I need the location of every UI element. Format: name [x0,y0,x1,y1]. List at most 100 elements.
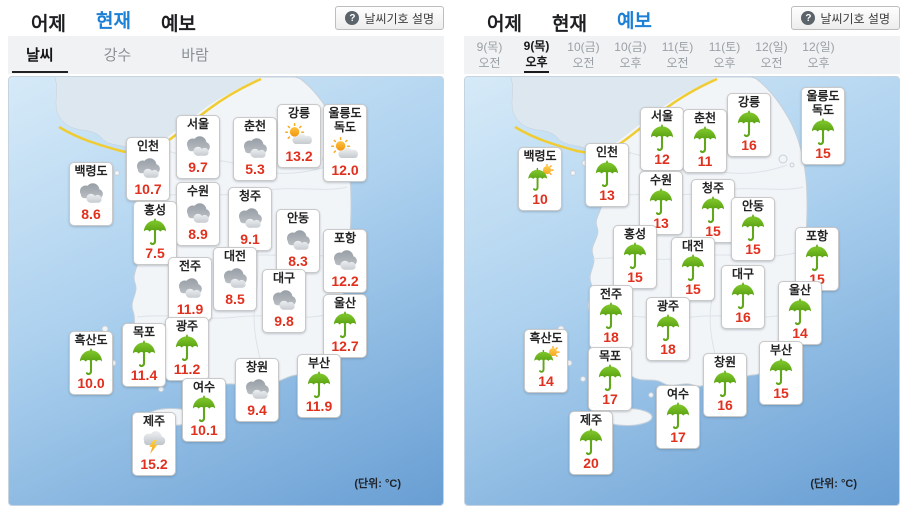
current-weather-panel: 어제 현재 예보 ? 날씨기호 설명 날씨 강수 바람 [8,4,444,506]
question-icon: ? [345,11,360,25]
station-card[interactable]: 안동 8.3 [276,209,320,273]
cloudy-icon [218,265,252,291]
station-name: 울산 [333,296,357,310]
station-card[interactable]: 광주 18 [646,297,690,361]
date-tab-ampm: 오전 [478,55,501,70]
station-card[interactable]: 여수 17 [656,385,700,449]
date-tab-ampm: 오후 [807,55,830,70]
station-card[interactable]: 수원 13 [639,171,683,235]
station-temp: 17 [602,390,618,407]
station-card[interactable]: 청주 15 [691,179,735,243]
station-card[interactable]: 안동 15 [731,197,775,261]
subtab-wind[interactable]: 바람 [181,47,209,64]
station-name: 수원 [186,184,210,198]
partly-sunny-icon [282,122,316,148]
date-tab-ampm: 오전 [666,55,689,70]
station-card[interactable]: 홍성 15 [613,225,657,289]
date-tab-7[interactable]: 12(일) 오후 [795,39,842,72]
station-temp: 9.4 [247,401,267,418]
station-card[interactable]: 청주 9.1 [228,187,272,251]
weather-symbol-help-button[interactable]: ? 날씨기호 설명 [335,6,444,30]
station-card[interactable]: 춘천 11 [683,109,727,173]
station-card[interactable]: 창원 9.4 [235,358,279,422]
date-tab-2[interactable]: 10(금) 오전 [560,39,607,72]
station-name: 인천 [136,139,160,153]
station-name: 울산 [788,283,812,297]
station-name: 창원 [245,360,269,374]
station-card[interactable]: 울릉도 독도 12.0 [323,104,367,182]
tab-current[interactable]: 현재 [551,14,587,35]
station-card[interactable]: 포항 15 [795,227,839,291]
station-temp: 16 [735,308,751,325]
date-tab-5[interactable]: 11(토) 오후 [701,39,748,72]
station-card[interactable]: 서울 12 [640,107,684,171]
station-card[interactable]: 포항 12.2 [323,229,367,293]
date-tab-1[interactable]: 9(목) 오후 [513,38,560,73]
station-card[interactable]: 부산 11.9 [297,354,341,418]
date-tab-date: 11(토) [661,39,694,54]
station-name: 흑산도 [74,333,108,347]
date-tab-date: 9(목) [523,38,550,53]
station-card[interactable]: 목포 17 [588,347,632,411]
station-card[interactable]: 춘천 5.3 [233,117,277,181]
station-card[interactable]: 부산 15 [759,341,803,405]
cloudy-icon [240,376,274,402]
station-card[interactable]: 백령도 10 [518,147,562,211]
tab-forecast[interactable]: 예보 [160,14,196,35]
station-card[interactable]: 대전 15 [671,237,715,301]
date-tab-6[interactable]: 12(일) 오전 [748,39,795,72]
cloudy-icon [267,287,301,313]
station-card[interactable]: 백령도 8.6 [69,162,113,226]
station-card[interactable]: 대구 9.8 [262,269,306,333]
station-temp: 8.9 [188,225,208,242]
station-card[interactable]: 여수 10.1 [182,378,226,442]
cloudy-icon [181,200,215,226]
station-card[interactable]: 흑산도 14 [524,329,568,393]
station-temp: 13.2 [285,147,313,164]
subtab-weather[interactable]: 날씨 [12,37,68,73]
station-card[interactable]: 울릉도 독도 15 [801,87,845,165]
station-card[interactable]: 울산 12.7 [323,294,367,358]
date-tab-4[interactable]: 11(토) 오전 [654,39,701,72]
station-card[interactable]: 대구 16 [721,265,765,329]
station-name: 강릉 [287,106,311,120]
station-card[interactable]: 인천 10.7 [126,137,170,201]
weather-symbol-help-button[interactable]: ? 날씨기호 설명 [791,6,900,30]
cloudy-icon [233,205,267,231]
station-card[interactable]: 목포 11.4 [122,323,166,387]
station-card[interactable]: 전주 18 [589,285,633,349]
station-card[interactable]: 울산 14 [778,281,822,345]
station-name: 광주 [175,319,199,333]
station-temp: 17 [670,428,686,445]
date-tab-0[interactable]: 9(목) 오전 [466,39,513,72]
station-card[interactable]: 강릉 13.2 [277,104,321,168]
station-card[interactable]: 창원 16 [703,353,747,417]
station-temp: 11.2 [173,360,201,377]
station-card[interactable]: 제주 15.2 [132,412,176,476]
rain-icon [187,395,221,422]
station-card[interactable]: 강릉 16 [727,93,771,157]
station-card[interactable]: 홍성 7.5 [133,201,177,265]
station-temp: 10.1 [190,421,218,438]
rain-icon [800,244,834,271]
station-card[interactable]: 광주 11.2 [165,317,209,381]
station-card[interactable]: 서울 9.7 [176,115,220,179]
station-card[interactable]: 인천 13 [585,143,629,207]
subtab-precipitation[interactable]: 강수 [103,47,132,64]
date-tab-3[interactable]: 10(금) 오후 [607,39,654,72]
station-card[interactable]: 전주 11.9 [168,257,212,321]
station-card[interactable]: 수원 8.9 [176,182,220,246]
sun-rain-icon [523,163,557,191]
tab-yesterday[interactable]: 어제 [487,14,522,35]
station-temp: 15 [773,384,789,401]
rain-icon [328,311,362,338]
tab-yesterday[interactable]: 어제 [31,14,66,35]
station-card[interactable]: 제주 20 [569,411,613,475]
rain-icon [574,428,608,455]
station-name: 대전 [223,249,247,263]
station-name: 춘천 [243,119,267,133]
station-card[interactable]: 흑산도 10.0 [69,331,113,395]
date-tab-date: 12(일) [802,39,835,54]
station-name: 제주 [579,413,603,427]
station-card[interactable]: 대전 8.5 [213,247,257,311]
